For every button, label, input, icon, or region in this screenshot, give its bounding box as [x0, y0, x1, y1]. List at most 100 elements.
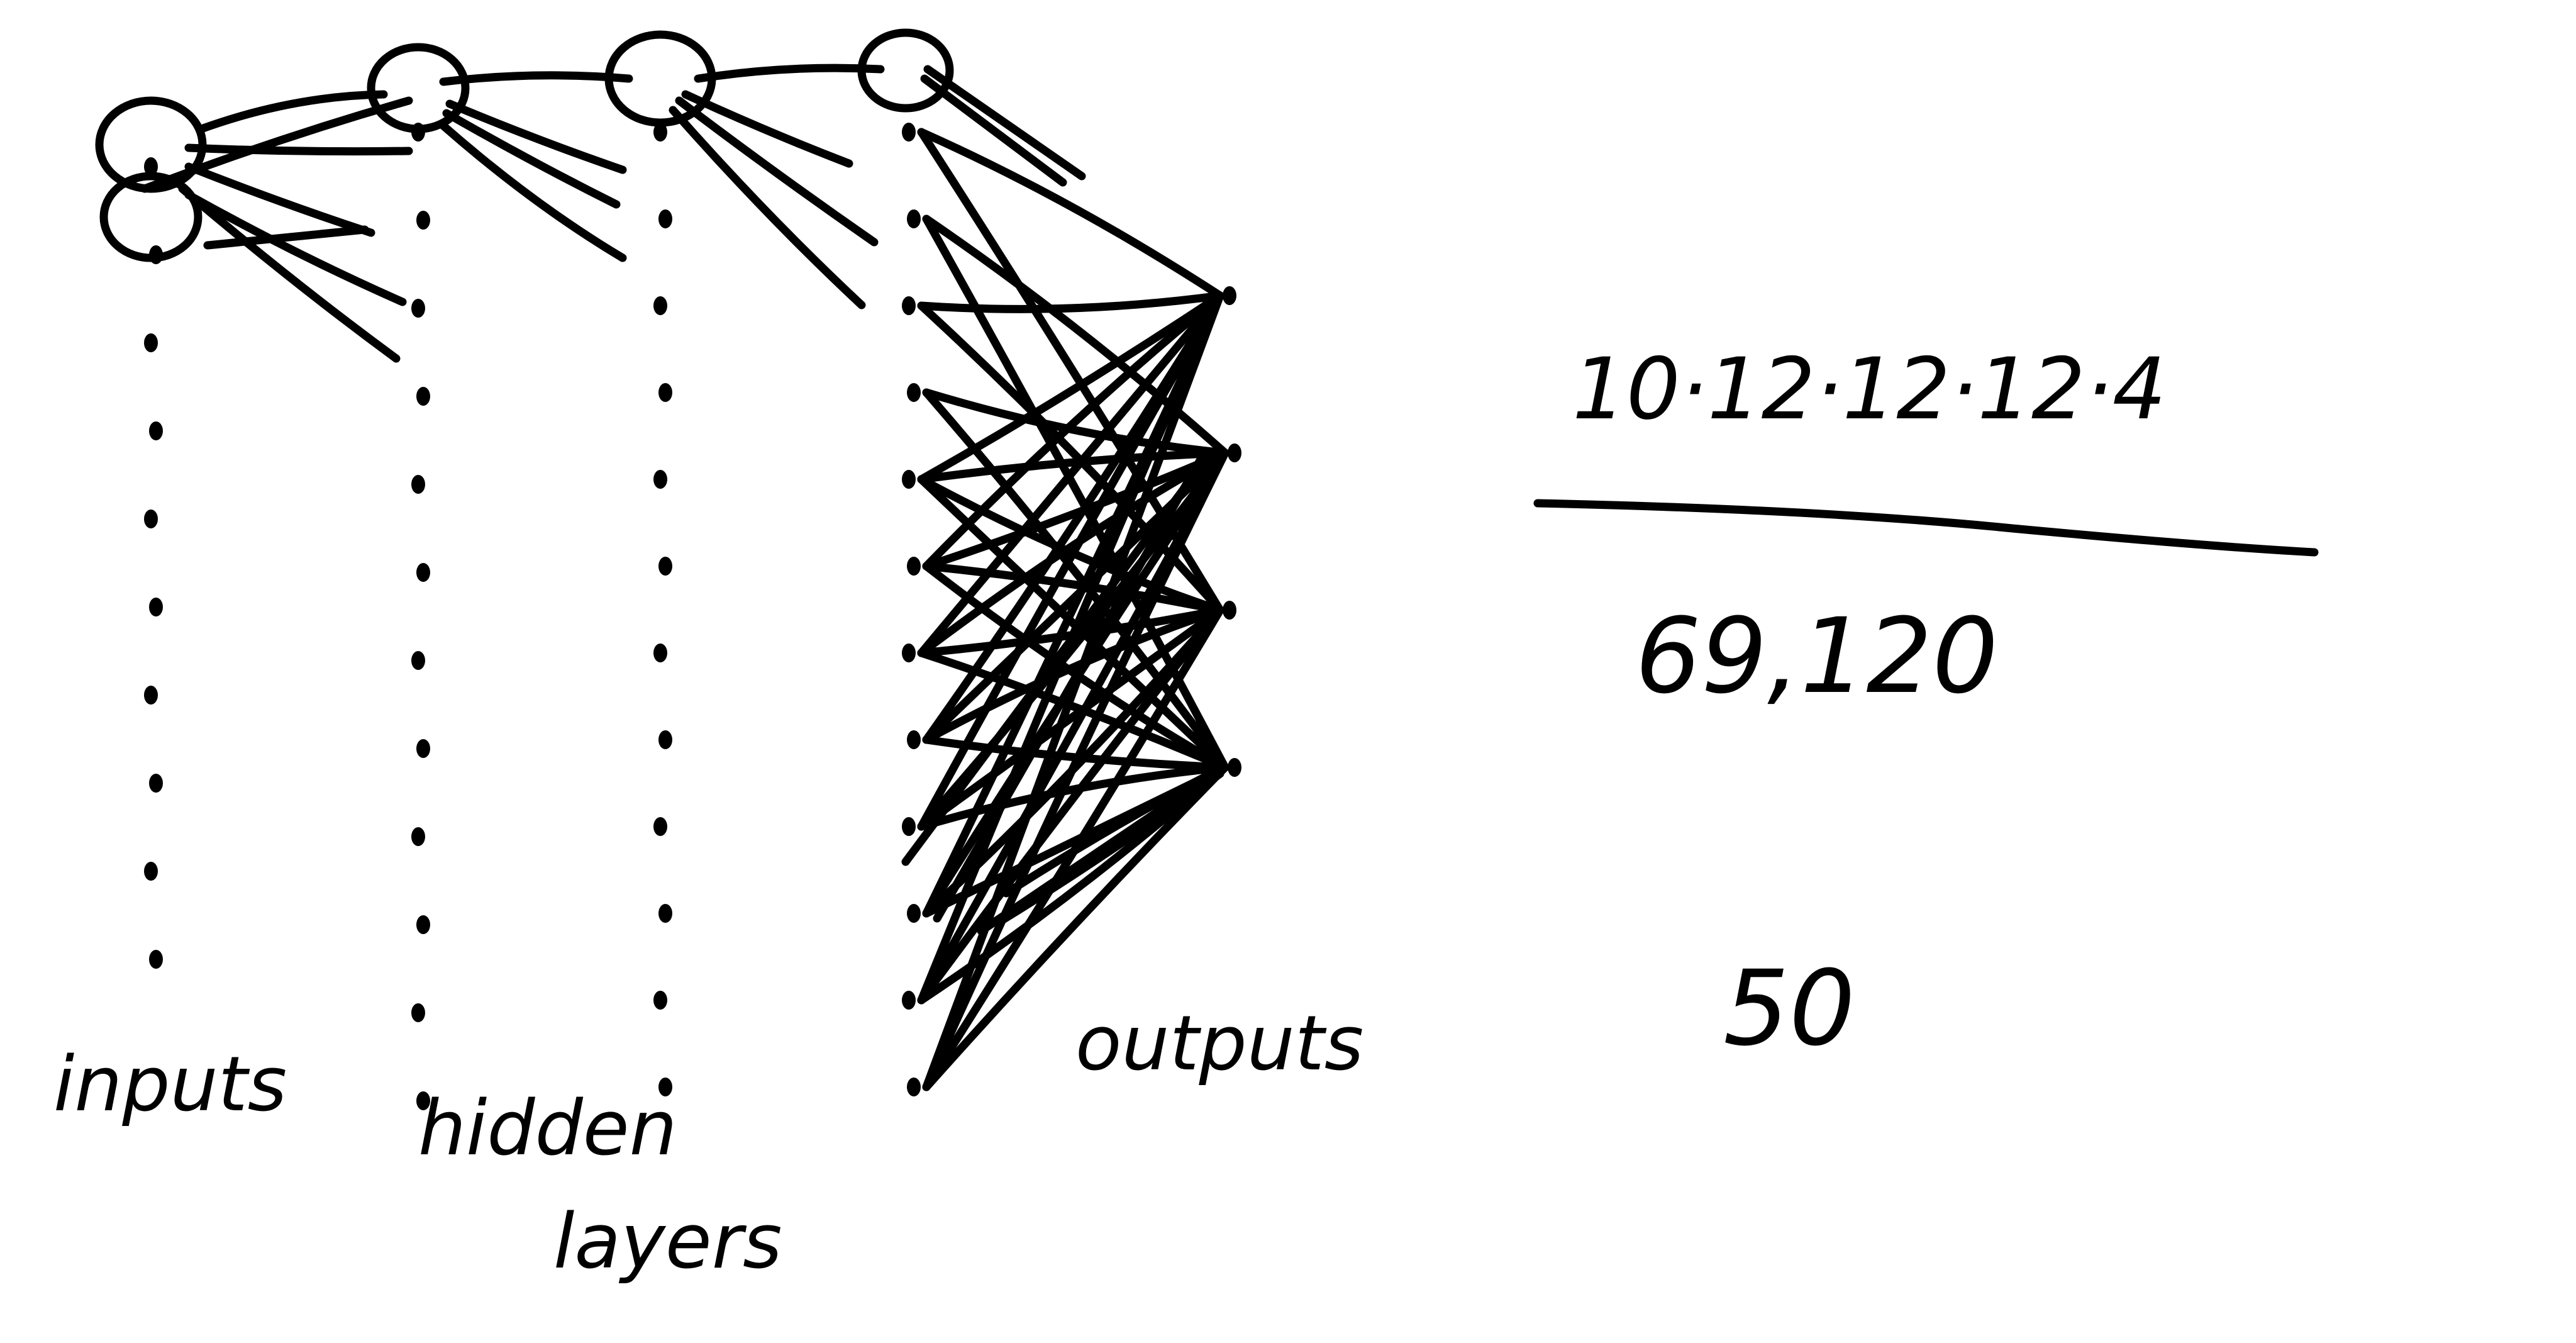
edge-mesh-13	[922, 291, 1224, 571]
node-dot-hidden-3-12	[907, 1078, 921, 1096]
node-dot-hidden-3-11	[902, 991, 916, 1010]
node-dot-hidden-2-7	[653, 644, 667, 662]
node-dot-hidden-3-6	[907, 557, 921, 576]
node-dot-outputs-1	[1223, 286, 1236, 305]
edge-back-2	[1002, 766, 1221, 898]
node-dot-hidden-3-1	[902, 123, 916, 142]
node-dot-hidden-3-4	[907, 383, 921, 402]
node-dot-inputs-9	[144, 862, 158, 881]
node-dot-inputs-1	[144, 157, 158, 176]
node-dot-outputs-2	[1228, 443, 1241, 462]
hidden-label: hidden	[418, 1085, 677, 1173]
node-dot-hidden-2-1	[653, 123, 667, 142]
node-dot-outputs-4	[1228, 758, 1241, 777]
edge-in-6	[178, 184, 401, 363]
node-dot-hidden-2-5	[653, 470, 667, 489]
circled-nodes	[95, 28, 954, 262]
edge-mesh-8	[922, 388, 1230, 772]
connection-lines	[140, 64, 1230, 1091]
edge-top-2	[439, 71, 633, 86]
node-dot-hidden-3-7	[902, 644, 916, 662]
node-circle-3	[367, 43, 470, 133]
edge-mesh-10	[917, 449, 1230, 484]
node-dot-hidden-1-9	[411, 827, 425, 846]
node-dot-outputs-3	[1223, 601, 1236, 620]
edge-mesh-12	[917, 475, 1230, 772]
node-dot-hidden-1-12	[416, 1091, 430, 1110]
node-dot-hidden-2-11	[653, 991, 667, 1010]
node-dot-inputs-5	[144, 510, 158, 528]
edge-top-1	[197, 90, 388, 133]
edge-mesh-27	[917, 606, 1224, 831]
equation-result: 50	[1723, 948, 1855, 1069]
node-dot-inputs-7	[144, 686, 158, 705]
edge-mesh-15	[922, 562, 1224, 615]
node-dot-hidden-3-9	[902, 817, 916, 836]
node-dot-hidden-2-8	[658, 730, 672, 749]
node-dot-hidden-3-5	[902, 470, 916, 489]
node-dot-hidden-1-3	[411, 299, 425, 318]
node-circle-1	[95, 96, 207, 193]
edge-mesh-28	[917, 763, 1230, 831]
edge-mesh-1	[917, 128, 1224, 300]
node-circle-2	[99, 172, 203, 262]
edge-mesh-23	[922, 606, 1224, 744]
edge-back-5	[901, 449, 1215, 866]
edge-mesh-35	[917, 606, 1224, 1005]
edge-in-5	[140, 96, 413, 193]
node-dot-hidden-2-10	[658, 904, 672, 923]
edge-top-3	[694, 64, 885, 83]
node-dot-hidden-1-4	[416, 387, 430, 406]
node-dot-inputs-6	[149, 598, 163, 616]
edge-h2-2	[675, 96, 879, 247]
edge-mesh-9	[917, 291, 1224, 484]
node-dot-hidden-2-4	[658, 383, 672, 402]
edge-mesh-40	[922, 763, 1230, 1091]
edge-mesh-25	[917, 291, 1224, 831]
node-dot-hidden-3-3	[902, 296, 916, 315]
edge-back-3	[977, 769, 1218, 935]
node-dot-hidden-2-6	[658, 557, 672, 576]
edge-in-4	[203, 225, 369, 250]
node-dot-hidden-2-2	[658, 209, 672, 228]
edge-in-1	[184, 143, 413, 156]
node-dot-hidden-1-7	[411, 651, 425, 670]
equation-numerator: 10·12·12·12·4	[1572, 340, 2167, 438]
edge-h1-3	[439, 121, 627, 262]
edge-mesh-20	[917, 649, 1230, 772]
node-dot-hidden-1-10	[416, 915, 430, 934]
inputs-label: inputs	[53, 1041, 287, 1128]
node-dot-hidden-1-5	[411, 475, 425, 494]
edge-in-2	[184, 162, 375, 237]
edge-mesh-7	[922, 388, 1230, 457]
node-dots	[144, 123, 1241, 1110]
node-dot-hidden-3-2	[907, 209, 921, 228]
fraction-bar	[1533, 499, 2319, 557]
layers-label: layers	[553, 1198, 782, 1286]
node-dot-hidden-2-12	[658, 1078, 672, 1096]
node-dot-inputs-10	[149, 950, 163, 969]
node-dot-inputs-4	[149, 421, 163, 440]
node-circle-4	[604, 30, 716, 127]
edge-h1-2	[442, 109, 621, 209]
node-dot-inputs-3	[144, 333, 158, 352]
edge-h1-1	[445, 99, 627, 174]
equation-denominator: 69,120	[1635, 596, 1998, 716]
node-dot-hidden-2-3	[653, 296, 667, 315]
node-dot-hidden-3-8	[907, 730, 921, 749]
edge-mesh-17	[917, 291, 1224, 657]
node-dot-hidden-2-9	[653, 817, 667, 836]
edge-mesh-6	[917, 301, 1224, 615]
edge-mesh-37	[922, 291, 1224, 1091]
node-dot-hidden-1-6	[416, 563, 430, 582]
edge-mesh-3	[922, 215, 1230, 457]
node-dot-hidden-1-8	[416, 739, 430, 758]
node-dot-hidden-3-10	[907, 904, 921, 923]
node-circle-5	[857, 28, 954, 113]
edge-back-4	[933, 449, 1209, 923]
edge-mesh-14	[922, 449, 1230, 571]
outputs-label: outputs	[1075, 1000, 1363, 1088]
node-dot-hidden-1-11	[411, 1003, 425, 1022]
edge-h3-1	[923, 65, 1086, 181]
